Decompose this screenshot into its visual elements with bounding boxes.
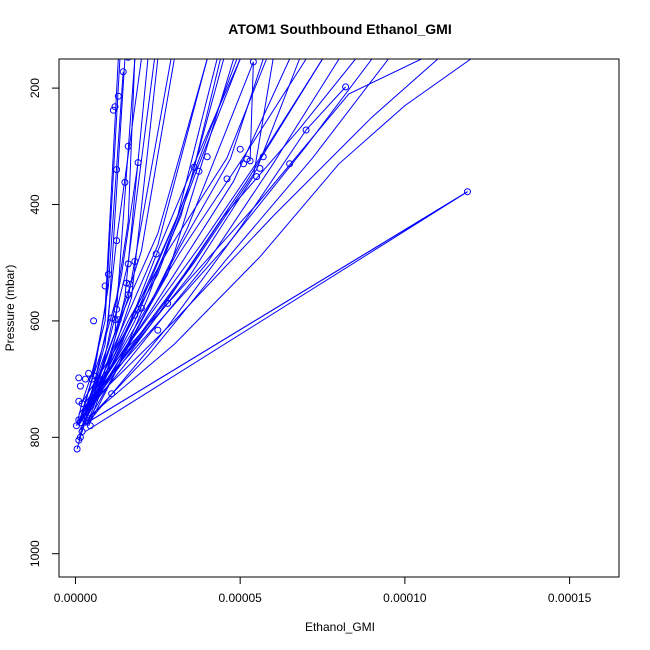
data-point-41 <box>134 305 142 313</box>
data-point-14 <box>83 414 91 421</box>
y-tick-label-0: 200 <box>28 78 42 98</box>
data-point-4 <box>78 428 86 435</box>
y-tick-label-3: 800 <box>28 427 42 447</box>
data-point-36 <box>126 280 134 288</box>
y-axis: 200 400 600 800 1000 <box>28 78 60 567</box>
data-point-25 <box>109 106 117 114</box>
data-point-11 <box>81 375 89 383</box>
data-point-39 <box>131 311 139 319</box>
x-tick-label-2: 0.00010 <box>383 591 427 605</box>
data-point-33 <box>124 260 132 268</box>
data-point-51 <box>240 160 247 168</box>
x-axis: 0.00000 0.00005 0.00010 0.00015 <box>54 576 592 605</box>
data-point-42 <box>154 326 162 334</box>
y-tick-label-4: 1000 <box>28 540 42 567</box>
profile-line-30 <box>88 59 159 421</box>
data-point-27 <box>114 92 122 100</box>
data-point-32 <box>124 142 132 150</box>
data-point-47 <box>195 167 203 175</box>
data-point-57 <box>259 153 267 161</box>
profile-line-27 <box>84 61 254 426</box>
profile-line-41 <box>85 86 346 427</box>
profile-line-39 <box>94 59 267 392</box>
x-axis-label: Ethanol_GMI <box>305 620 375 634</box>
data-point-9 <box>76 382 84 390</box>
data-point-60 <box>342 83 350 91</box>
data-point-34 <box>123 279 130 287</box>
profile-line-20 <box>85 59 472 421</box>
data-point-30 <box>113 166 121 174</box>
profile-line-16 <box>85 59 439 409</box>
profile-line-19 <box>81 191 468 427</box>
data-point-10 <box>75 374 83 382</box>
profile-line-38 <box>88 59 221 426</box>
profile-line-28 <box>249 61 254 161</box>
data-point-31 <box>121 178 129 186</box>
data-point-59 <box>302 126 310 134</box>
data-point-7 <box>86 422 94 430</box>
data-point-54 <box>246 157 254 165</box>
x-tick-label-3: 0.00015 <box>548 591 592 605</box>
profile-line-24 <box>88 59 235 415</box>
data-point-19 <box>104 270 112 278</box>
data-point-50 <box>236 145 244 153</box>
data-point-52 <box>243 155 251 163</box>
profile-line-17 <box>81 59 389 427</box>
data-point-46 <box>190 163 198 171</box>
data-point-16 <box>91 372 99 380</box>
data-point-53 <box>249 59 257 66</box>
data-point-18 <box>101 282 109 290</box>
data-point-40 <box>137 304 145 312</box>
data-point-55 <box>253 173 261 181</box>
data-point-28 <box>119 68 127 76</box>
profile-line-12 <box>85 59 340 415</box>
data-point-38 <box>134 159 142 167</box>
data-point-44 <box>108 390 116 398</box>
profile-line-40 <box>81 59 300 415</box>
data-point-48 <box>203 153 211 161</box>
data-point-58 <box>286 160 294 168</box>
data-point-20 <box>108 314 116 322</box>
y-axis-label: Pressure (mbar) <box>3 265 17 352</box>
profile-line-35 <box>84 59 323 403</box>
data-point-6 <box>75 416 83 424</box>
data-point-43 <box>164 299 172 307</box>
data-point-29 <box>125 59 132 61</box>
y-tick-label-1: 400 <box>28 194 42 214</box>
data-point-12 <box>85 369 93 377</box>
data-point-61 <box>464 188 471 196</box>
data-point-13 <box>78 400 86 408</box>
data-point-0 <box>73 445 81 453</box>
data-point-45 <box>152 250 160 258</box>
data-point-35 <box>124 291 132 299</box>
data-point-37 <box>131 258 139 265</box>
plot-area <box>73 59 472 453</box>
data-point-56 <box>256 164 264 172</box>
y-tick-label-2: 600 <box>28 311 42 331</box>
profile-line-37 <box>78 59 307 421</box>
x-tick-label-1: 0.00005 <box>218 591 262 605</box>
data-point-49 <box>223 175 231 183</box>
chart-title: ATOM1 Southbound Ethanol_GMI <box>228 21 451 37</box>
profile-line-32 <box>78 59 119 423</box>
data-point-22 <box>113 305 121 313</box>
profile-line-36 <box>81 59 356 418</box>
data-point-17 <box>90 317 98 325</box>
profile-line-15 <box>88 59 422 392</box>
data-point-21 <box>111 316 119 324</box>
data-point-23 <box>114 316 122 324</box>
data-point-26 <box>111 103 119 111</box>
x-tick-label-0: 0.00000 <box>54 591 98 605</box>
data-point-24 <box>113 237 121 245</box>
